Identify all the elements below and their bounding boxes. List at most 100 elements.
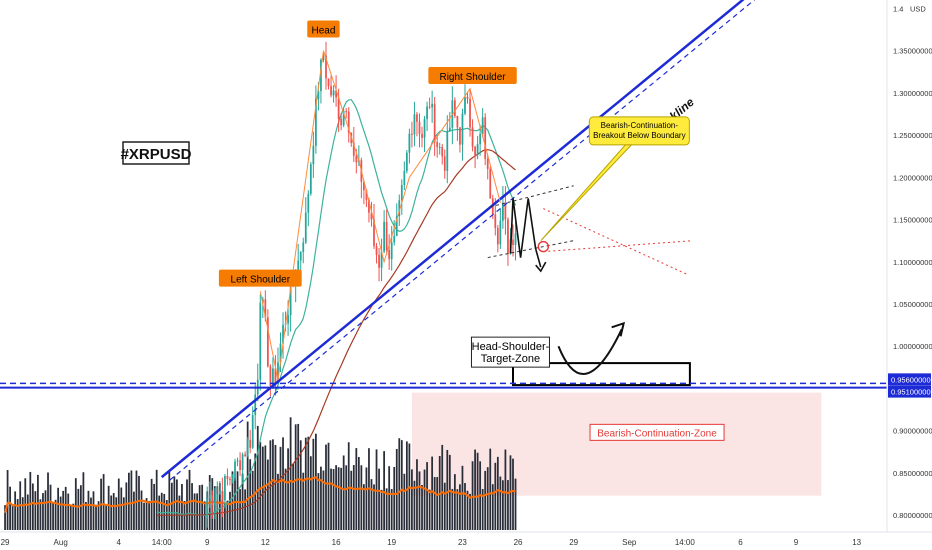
volume-bar	[337, 467, 340, 530]
volume-bar	[193, 493, 196, 530]
candle-body	[347, 111, 350, 133]
volume-bar	[411, 469, 413, 530]
candle-body	[254, 394, 257, 416]
volume-bar	[287, 448, 289, 530]
candle-body	[317, 91, 320, 99]
wedge-lower-line	[487, 240, 574, 259]
volume-bar	[102, 474, 105, 530]
volume-bar	[140, 490, 143, 530]
candle-body	[438, 147, 441, 149]
candle-body	[229, 479, 231, 481]
price-tick-label: 1.00000000	[893, 342, 932, 351]
projection-upper-dotted	[543, 208, 688, 275]
volume-bar	[421, 485, 423, 530]
candle-body	[428, 106, 431, 108]
volume-bar	[251, 470, 254, 530]
candle-body	[244, 454, 247, 456]
volume-bar	[352, 465, 355, 530]
price-tick-label: 1.20000000	[893, 173, 932, 182]
volume-bar	[486, 467, 489, 530]
volume-bar	[514, 478, 517, 530]
volume-bar	[188, 469, 191, 530]
chart-title-box	[122, 141, 190, 165]
candle-body	[383, 221, 385, 252]
time-tick-label: 4	[117, 538, 122, 547]
candle-body	[236, 460, 239, 462]
candle-body	[352, 142, 355, 156]
volume-bar	[244, 489, 247, 530]
volume-bar	[49, 484, 52, 530]
candle-body	[312, 145, 315, 165]
candle-body	[471, 127, 474, 147]
volume-bar	[484, 470, 487, 530]
volume-bar	[403, 473, 406, 530]
candle-body	[395, 216, 398, 236]
candle-body	[507, 219, 509, 254]
candle-body	[249, 439, 252, 448]
volume-bar	[453, 474, 456, 530]
candle-body	[309, 164, 312, 194]
candle-body	[443, 156, 446, 171]
volume-bar	[85, 502, 87, 530]
time-tick-label: 29	[1, 538, 10, 547]
volume-bar	[64, 486, 67, 530]
volume-bar	[16, 499, 19, 530]
volume-bar	[168, 471, 171, 530]
candle-body	[279, 343, 282, 363]
time-tick-label: 6	[738, 538, 743, 547]
wedge-upper-line	[490, 185, 574, 208]
volume-bar	[284, 468, 287, 530]
moving-average-layer	[4, 99, 517, 517]
candle-body	[502, 202, 504, 221]
volume-bar	[502, 480, 504, 530]
candle-body	[484, 117, 487, 159]
volume-bar	[504, 449, 507, 530]
volume-bar	[218, 483, 221, 530]
pattern-label: Left Shoulder	[231, 275, 291, 286]
candle-body	[269, 366, 272, 386]
volume-bar	[31, 483, 34, 530]
time-tick-label: 9	[205, 538, 210, 547]
volume-bar	[4, 505, 6, 530]
volume-bar	[155, 469, 158, 530]
candle-body	[474, 146, 476, 156]
volume-bar	[87, 490, 90, 530]
candle-body	[499, 220, 502, 245]
volume-bar	[398, 438, 401, 530]
candle-body	[456, 116, 459, 128]
volume-bar	[433, 477, 436, 530]
volume-bar	[413, 480, 416, 530]
candle-body	[403, 171, 406, 186]
volume-bar	[256, 425, 259, 530]
volume-bar	[239, 489, 241, 530]
volume-bar	[127, 472, 130, 530]
currency-label: USD	[910, 4, 926, 13]
volume-bar	[198, 485, 201, 530]
volume-bar	[363, 484, 365, 530]
candle-body	[476, 144, 479, 156]
volume-bar	[383, 451, 385, 530]
time-tick-label: 9	[794, 538, 799, 547]
candle-body	[393, 235, 396, 243]
candle-body	[355, 155, 358, 163]
volume-bar	[309, 456, 312, 530]
volume-bar	[107, 485, 110, 530]
price-tick-label: 1.30000000	[893, 89, 932, 98]
volume-bar	[112, 493, 115, 530]
volume-bar	[95, 504, 97, 530]
volume-bar	[148, 500, 150, 530]
level-badge-label: 0.95600000	[891, 375, 931, 384]
volume-bar	[196, 493, 198, 530]
volume-bar	[499, 476, 502, 530]
candle-body	[514, 233, 517, 245]
candle-body	[365, 190, 368, 200]
candle-body	[299, 252, 302, 261]
candle-body	[453, 100, 456, 117]
volume-bar	[110, 495, 113, 530]
candle-body	[418, 121, 421, 134]
volume-bar	[317, 473, 320, 530]
candle-body	[423, 119, 426, 138]
candle-body	[408, 133, 411, 153]
